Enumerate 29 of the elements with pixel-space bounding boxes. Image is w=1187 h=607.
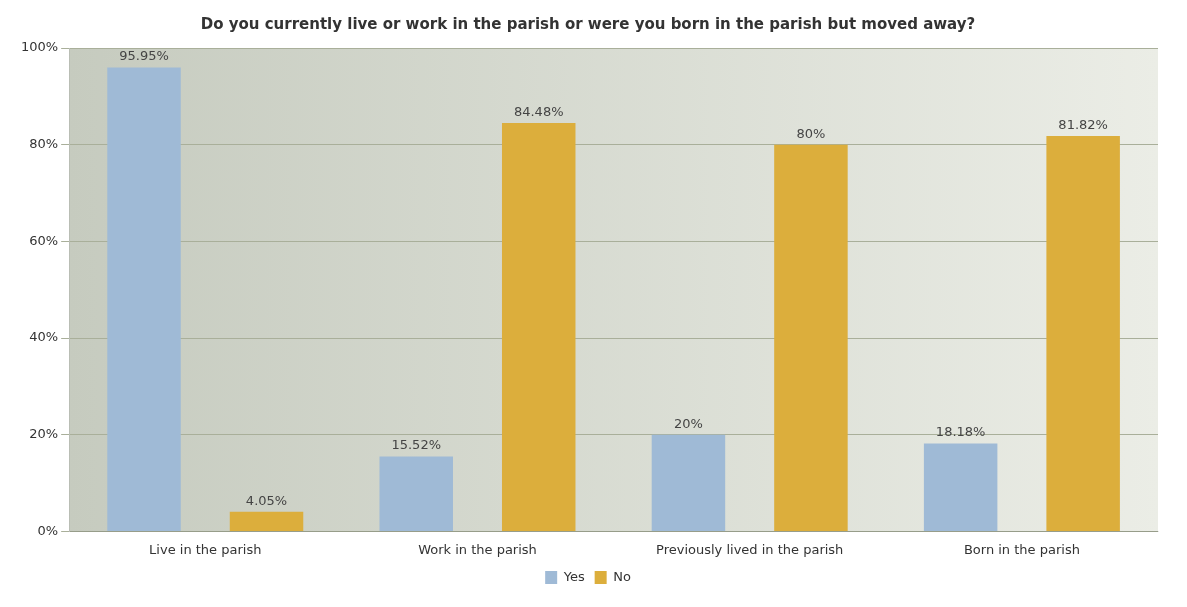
y-tick-label: 40% — [29, 329, 59, 345]
x-tick-label: Work in the parish — [418, 541, 537, 557]
y-tick-label: 0% — [37, 522, 59, 538]
y-tick-label: 80% — [29, 136, 59, 152]
legend-label: Yes — [562, 568, 585, 584]
data-label: 80% — [796, 125, 826, 141]
data-label: 18.18% — [935, 424, 986, 440]
bar — [501, 123, 576, 531]
chart-title: Do you currently live or work in the parish or were you born in the parish but moved away? — [200, 14, 976, 33]
bar — [651, 434, 726, 531]
data-label: 84.48% — [513, 103, 564, 119]
bar — [1046, 135, 1120, 531]
legend-label: No — [613, 568, 631, 584]
bar — [923, 443, 998, 531]
x-tick-label: Previously lived in the parish — [656, 541, 844, 557]
bar — [107, 67, 181, 531]
data-label: 15.52% — [391, 437, 442, 453]
bar — [229, 511, 304, 531]
y-tick-label: 100% — [20, 39, 59, 55]
y-tick-label: 20% — [29, 426, 59, 442]
y-tick-label: 60% — [29, 232, 59, 248]
data-label: 95.95% — [119, 48, 169, 64]
data-label: 20% — [673, 415, 703, 431]
data-label: 4.05% — [245, 492, 288, 508]
bar — [774, 144, 848, 531]
x-tick-label: Live in the parish — [149, 541, 262, 557]
bar — [379, 456, 453, 531]
data-label: 81.82% — [1058, 116, 1108, 132]
x-tick-label: Born in the parish — [963, 541, 1080, 557]
